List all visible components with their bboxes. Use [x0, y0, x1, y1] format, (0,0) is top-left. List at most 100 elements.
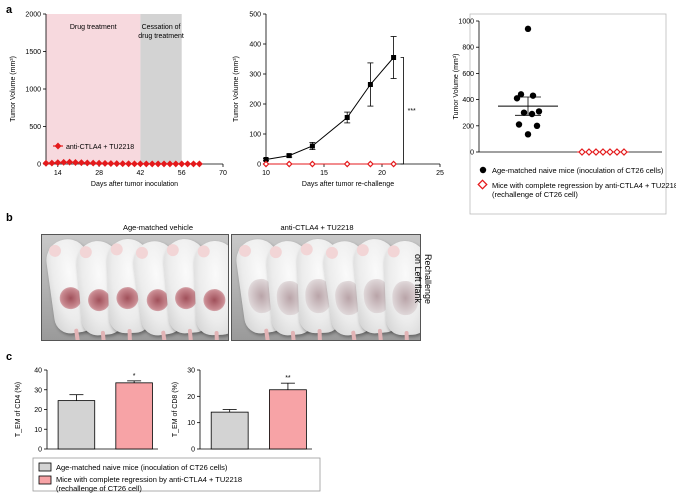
panel-label-c: c — [6, 351, 12, 363]
photo-vehicle-mice — [41, 234, 229, 341]
x-tick-label: 28 — [95, 170, 103, 177]
panel-label-b: b — [6, 212, 13, 224]
legend-c-text-naive: Age-matched naive mice (inoculation of C… — [56, 463, 228, 472]
data-point-treated — [308, 160, 316, 168]
y-tick-label: 0 — [37, 162, 41, 169]
y-tick-label: 2000 — [25, 12, 41, 19]
x-axis-title: Days after tumor re-challenge — [302, 181, 394, 188]
x-tick-label: 15 — [320, 170, 328, 177]
y-tick-label: 600 — [462, 71, 474, 78]
legend-label: anti-CTLA4 + TU2218 — [66, 144, 134, 151]
y-tick-label: 1000 — [25, 87, 41, 94]
chart-tem-cd8-bar: 0 10 20 30 T_EM of CD8 (%) ** — [172, 368, 312, 454]
data-point — [184, 160, 192, 168]
data-point — [154, 160, 162, 168]
scatter-point-treated — [585, 148, 593, 156]
data-point — [95, 159, 103, 167]
photo-side-label-line1: Rechallenge — [423, 254, 433, 305]
data-point-treated — [262, 160, 270, 168]
y-tick-label: 10 — [34, 427, 42, 434]
y-tick-label: 0 — [257, 162, 261, 169]
y-axis-title: T_EM of CD4 (%) — [15, 382, 22, 437]
scatter-point-naive — [517, 91, 525, 98]
data-point — [66, 158, 74, 166]
y-tick-label: 1500 — [25, 49, 41, 56]
y-tick-label: 400 — [462, 97, 474, 104]
legend-c: Age-matched naive mice (inoculation of C… — [32, 457, 321, 493]
legend-c-swatch-regression — [38, 475, 52, 485]
data-point — [119, 160, 127, 168]
legend-c-frame — [32, 457, 321, 492]
x-tick-label: 70 — [219, 170, 227, 177]
x-tick-label: 20 — [378, 170, 386, 177]
scatter-point-naive — [515, 121, 523, 128]
data-point — [83, 159, 91, 167]
scatter-point-treated — [613, 148, 621, 156]
data-point — [190, 160, 197, 168]
y-tick-label: 400 — [249, 42, 261, 49]
data-point-treated — [390, 160, 398, 168]
chart-tumor-volume-scatter: 0 200 400 600 800 1000 Tumor Volume (mm³) — [453, 13, 667, 215]
x-tick-label: 42 — [137, 170, 145, 177]
region-1 — [140, 14, 182, 164]
scatter-point-naive — [520, 109, 528, 116]
data-point-naive — [367, 82, 373, 87]
y-tick-label: 40 — [34, 368, 42, 375]
y-tick-label: 300 — [249, 72, 261, 79]
y-tick-label: 1000 — [458, 19, 474, 26]
significance-label: *** — [408, 108, 416, 115]
data-point — [178, 160, 186, 168]
panel-frame — [469, 13, 667, 215]
legend-a3: Age-matched naive mice (inoculation of C… — [477, 166, 676, 199]
y-tick-label: 100 — [249, 132, 261, 139]
data-point-naive — [344, 115, 350, 120]
y-tick-label: 30 — [187, 368, 195, 375]
significance-bracket — [400, 57, 405, 165]
data-point — [60, 158, 68, 166]
y-axis-title: T_EM of CD8 (%) — [172, 382, 179, 437]
data-point — [131, 160, 138, 168]
legend-marker-naive — [479, 166, 487, 174]
y-tick-label: 800 — [462, 45, 474, 52]
data-point — [77, 159, 85, 167]
data-point — [54, 159, 62, 167]
significance-label: ** — [285, 375, 291, 382]
data-point — [195, 160, 203, 168]
y-tick-label: 10 — [187, 420, 195, 427]
photo-title-treated: anti-CTLA4 + TU2218 — [280, 223, 353, 232]
y-tick-label: 0 — [38, 447, 42, 454]
scatter-point-treated — [620, 148, 628, 156]
data-point — [172, 160, 180, 168]
data-point — [142, 160, 150, 168]
scatter-point-naive — [533, 122, 541, 129]
data-point-naive — [391, 55, 397, 60]
x-axis-title: Days after tumor inoculation — [91, 181, 178, 188]
mouse-image — [193, 240, 228, 340]
y-tick-label: 200 — [249, 102, 261, 109]
data-point — [89, 159, 97, 167]
scatter-point-treated — [592, 148, 600, 156]
scatter-point-naive — [524, 25, 532, 33]
scatter-point-naive — [524, 131, 532, 138]
photo-side-label-line2: on Left flank — [413, 254, 423, 304]
scatter-point-treated — [599, 148, 607, 156]
legend-c-swatch-naive — [38, 462, 52, 472]
data-point-treated — [285, 160, 293, 168]
scatter-point-treated — [606, 148, 614, 156]
bar-1 — [115, 382, 153, 450]
data-point-naive — [263, 157, 269, 162]
scatter-point-treated — [578, 148, 586, 156]
legend-text-regression-sub: (rechallenge of CT26 cell) — [492, 190, 578, 199]
region-label-1-0: Cessation of — [142, 24, 181, 31]
scatter-point-naive — [528, 110, 536, 118]
legend-c-text-regression: Mice with complete regression by anti-CT… — [56, 475, 242, 484]
data-point-naive — [309, 143, 315, 149]
y-tick-label: 20 — [187, 394, 195, 401]
bar-0 — [210, 411, 249, 450]
x-tick-label: 25 — [436, 170, 444, 177]
legend-marker — [54, 142, 62, 150]
x-tick-label: 56 — [178, 170, 186, 177]
y-axis-title: Tumor Volume (mm³) — [233, 56, 240, 122]
y-tick-label: 200 — [462, 123, 474, 130]
